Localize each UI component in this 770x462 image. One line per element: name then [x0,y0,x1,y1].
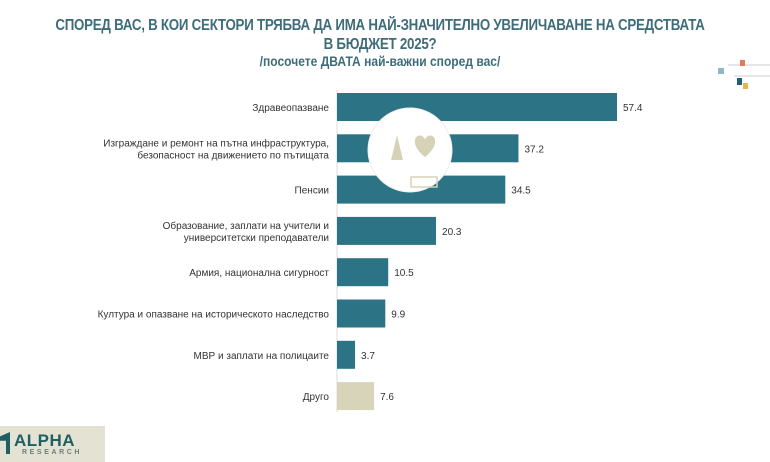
badge-circle [367,107,453,193]
value-label: 20.3 [442,227,462,238]
bar [337,258,389,287]
category-label: Пенсии [295,186,329,197]
alpha-research-logo: ALPHA RESEARCH [0,426,105,462]
category-label: безопасност на движението по пътищата [137,149,329,161]
value-label: 7.6 [380,392,394,403]
category-label: Образование, заплати на учители и [163,220,329,232]
category-label: Друго [303,392,330,403]
traffic-cone-icon [391,135,403,160]
value-label: 37.2 [524,144,544,155]
category-label: Култура и опазване на историческото насл… [98,310,330,321]
icons-badge [367,107,453,193]
value-label: 3.7 [361,351,375,362]
value-label: 10.5 [394,268,414,279]
heart-icon [414,135,436,157]
decorative-lines-icon [718,60,770,89]
chart-subtitle: /посочете ДВАТА най-важни според вас/ [259,53,501,69]
category-label: университетски преподаватели [184,233,329,244]
money-icon [410,176,438,188]
value-label: 9.9 [391,310,405,321]
category-label: Изграждане и ремонт на пътна инфраструкт… [103,137,329,149]
value-label: 57.4 [623,103,643,114]
category-label: МВР и заплати на полицаите [194,351,330,362]
value-label: 34.5 [511,186,531,197]
logo-subtext: RESEARCH [22,449,83,456]
category-label: Армия, национална сигурност [189,268,329,279]
category-label: Здравеопазване [252,103,329,114]
logo-mark-icon [0,432,10,454]
bar [337,93,617,121]
chart-title: СПОРЕД ВАС, В КОИ СЕКТОРИ ТРЯБВА ДА ИМА … [55,17,705,53]
logo-text: ALPHA [14,431,76,450]
bar [337,216,437,245]
bar [337,299,386,328]
bar [337,382,375,411]
bar [337,340,356,369]
